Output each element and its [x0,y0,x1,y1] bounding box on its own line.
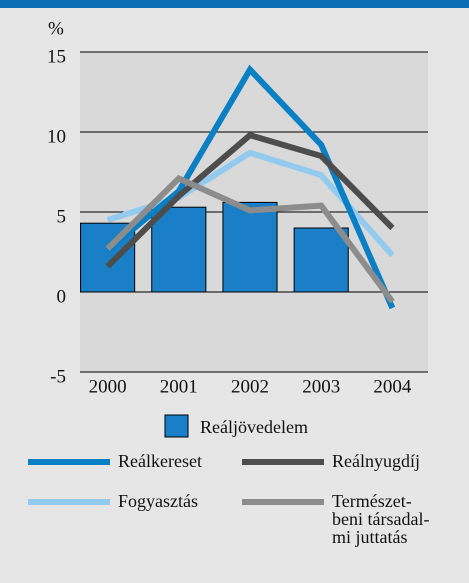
bar [151,206,207,293]
x-tick-label: 2001 [160,376,198,397]
line-series [105,174,395,304]
y-tick-label: 15 [47,46,66,67]
line-series [105,131,395,269]
legend-label: Reálkereset [118,451,202,471]
legend-label: Reálnyugdíj [332,451,420,471]
x-tick-label: 2003 [302,376,340,397]
bar [293,227,349,293]
y-tick-label: 0 [57,286,67,307]
y-tick-label: 10 [47,126,66,147]
y-tick-label: 5 [57,206,67,227]
legend-label: Reáljövedelem [200,417,308,437]
x-tick-label: 2000 [89,376,127,397]
x-tick-label: 2002 [231,376,269,397]
x-tick-label: 2004 [373,376,412,397]
legend-label: Fogyasztás [118,491,198,511]
line-series [105,64,396,310]
legend-swatch [164,414,189,438]
y-tick-label: -5 [50,366,66,387]
legend-label: Természet- beni társadal- mi juttatás [332,491,430,547]
bar [222,201,278,293]
top-band [0,0,469,8]
y-axis-label: % [48,18,64,39]
